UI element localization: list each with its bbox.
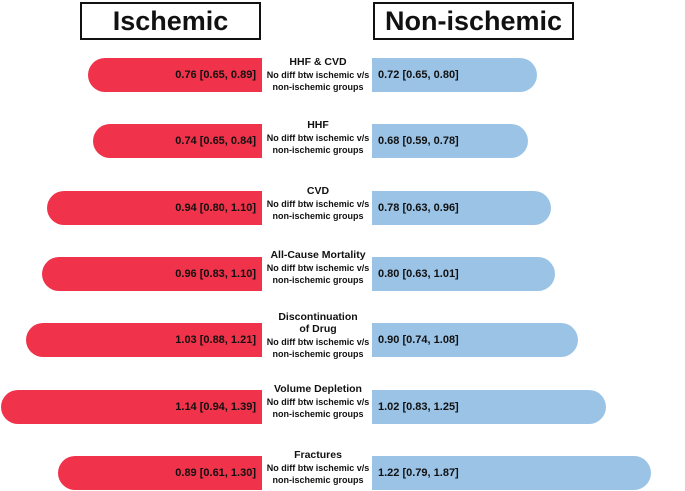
- ischemic-bar: 0.96 [0.83, 1.10]: [42, 257, 262, 291]
- category-title: CVD: [306, 185, 330, 197]
- ischemic-bar: 1.03 [0.88, 1.21]: [26, 323, 262, 357]
- comparison-note: No diff btw ischemic v/s non-ischemic gro…: [266, 70, 370, 92]
- comparison-note: No diff btw ischemic v/s non-ischemic gro…: [266, 337, 370, 359]
- ischemic-bar-label: 0.76 [0.65, 0.89]: [175, 69, 256, 81]
- ischemic-bar-label: 0.74 [0.65, 0.84]: [175, 135, 256, 147]
- comparison-note: No diff btw ischemic v/s non-ischemic gro…: [266, 463, 370, 485]
- non-ischemic-header: Non-ischemic: [373, 2, 574, 40]
- non-ischemic-bar: 0.90 [0.74, 1.08]: [372, 323, 578, 357]
- ischemic-bar: 0.76 [0.65, 0.89]: [88, 58, 262, 92]
- category-title: All-Cause Mortality: [270, 249, 366, 261]
- comparison-note: No diff btw ischemic v/s non-ischemic gro…: [266, 263, 370, 285]
- ischemic-bar-label: 0.94 [0.80, 1.10]: [175, 202, 256, 214]
- non-ischemic-bar: 1.02 [0.83, 1.25]: [372, 390, 606, 424]
- category-title: HHF: [307, 119, 329, 131]
- ischemic-bar-label: 1.14 [0.94, 1.39]: [175, 401, 256, 413]
- comparison-note: No diff btw ischemic v/s non-ischemic gro…: [266, 133, 370, 155]
- ischemic-bar: 0.94 [0.80, 1.10]: [47, 191, 262, 225]
- ischemic-bar-label: 0.89 [0.61, 1.30]: [175, 467, 256, 479]
- non-ischemic-bar-label: 0.72 [0.65, 0.80]: [378, 69, 459, 81]
- category-title: Discontinuation of Drug: [278, 311, 358, 335]
- category-block: HHF & CVD No diff btw ischemic v/s non-isc…: [263, 56, 373, 93]
- non-ischemic-bar: 0.80 [0.63, 1.01]: [372, 257, 555, 291]
- comparison-note: No diff btw ischemic v/s non-ischemic gro…: [266, 397, 370, 419]
- ischemic-bar-label: 0.96 [0.83, 1.10]: [175, 268, 256, 280]
- category-block: All-Cause Mortality No diff btw ischemic …: [263, 249, 373, 286]
- category-block: Discontinuation of Drug No diff btw ischem…: [263, 311, 373, 360]
- ischemic-bar-label: 1.03 [0.88, 1.21]: [175, 334, 256, 346]
- non-ischemic-bar: 0.68 [0.59, 0.78]: [372, 124, 528, 158]
- category-block: HHF No diff btw ischemic v/s non-ischemic …: [263, 119, 373, 156]
- category-title: Volume Depletion: [274, 383, 362, 395]
- non-ischemic-bar-label: 0.90 [0.74, 1.08]: [378, 334, 459, 346]
- non-ischemic-bar-label: 0.68 [0.59, 0.78]: [378, 135, 459, 147]
- non-ischemic-bar: 0.72 [0.65, 0.80]: [372, 58, 537, 92]
- non-ischemic-bar-label: 0.78 [0.63, 0.96]: [378, 202, 459, 214]
- category-block: Volume Depletion No diff btw ischemic v/s…: [263, 383, 373, 420]
- comparison-note: No diff btw ischemic v/s non-ischemic gro…: [266, 199, 370, 221]
- category-block: Fractures No diff btw ischemic v/s non-isc…: [263, 449, 373, 486]
- ischemic-bar: 0.89 [0.61, 1.30]: [58, 456, 262, 490]
- ischemic-header: Ischemic: [80, 2, 261, 40]
- category-title: Fractures: [294, 449, 342, 461]
- non-ischemic-bar: 1.22 [0.79, 1.87]: [372, 456, 651, 490]
- non-ischemic-bar-label: 0.80 [0.63, 1.01]: [378, 268, 459, 280]
- ischemic-bar: 0.74 [0.65, 0.84]: [93, 124, 262, 158]
- category-title: HHF & CVD: [289, 56, 347, 68]
- non-ischemic-bar-label: 1.22 [0.79, 1.87]: [378, 467, 459, 479]
- ischemic-bar: 1.14 [0.94, 1.39]: [1, 390, 262, 424]
- category-block: CVD No diff btw ischemic v/s non-ischemic …: [263, 185, 373, 222]
- non-ischemic-bar-label: 1.02 [0.83, 1.25]: [378, 401, 459, 413]
- non-ischemic-bar: 0.78 [0.63, 0.96]: [372, 191, 551, 225]
